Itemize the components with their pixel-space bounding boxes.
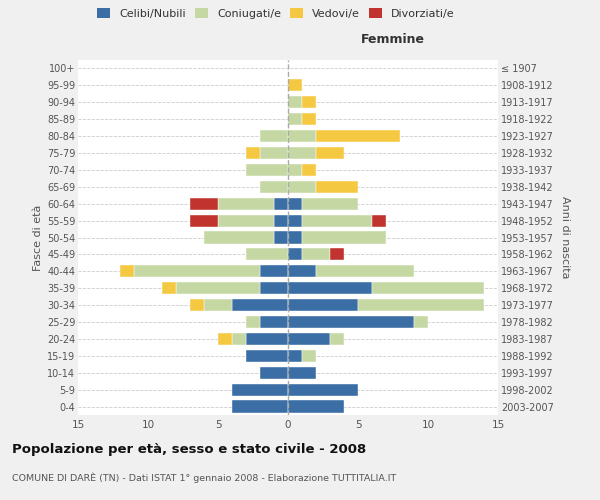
Bar [288,299,358,311]
Bar [302,350,316,362]
Bar [316,130,400,142]
Bar [288,350,302,362]
Bar [232,299,288,311]
Bar [288,248,302,260]
Bar [288,366,316,379]
Bar [358,299,484,311]
Bar [232,400,288,412]
Bar [316,265,414,278]
Bar [288,265,316,278]
Bar [260,265,288,278]
Bar [190,299,204,311]
Bar [232,384,288,396]
Bar [190,198,218,210]
Bar [246,316,260,328]
Y-axis label: Anni di nascita: Anni di nascita [560,196,570,279]
Bar [372,282,484,294]
Bar [204,299,232,311]
Text: Popolazione per età, sesso e stato civile - 2008: Popolazione per età, sesso e stato civil… [12,442,366,456]
Bar [274,198,288,210]
Bar [288,180,316,193]
Bar [274,232,288,243]
Bar [260,147,288,159]
Bar [302,96,316,108]
Bar [316,180,358,193]
Bar [288,113,302,126]
Bar [120,265,134,278]
Bar [288,198,302,210]
Text: COMUNE DI DARÈ (TN) - Dati ISTAT 1° gennaio 2008 - Elaborazione TUTTITALIA.IT: COMUNE DI DARÈ (TN) - Dati ISTAT 1° genn… [12,472,396,483]
Legend: Celibi/Nubili, Coniugati/e, Vedovi/e, Divorziati/e: Celibi/Nubili, Coniugati/e, Vedovi/e, Di… [97,8,455,19]
Bar [288,316,414,328]
Bar [288,333,330,345]
Bar [260,130,288,142]
Bar [288,214,302,226]
Bar [176,282,260,294]
Bar [204,232,274,243]
Bar [134,265,260,278]
Text: Femmine: Femmine [361,33,425,46]
Bar [316,147,344,159]
Bar [162,282,176,294]
Bar [330,333,344,345]
Bar [260,316,288,328]
Bar [330,248,344,260]
Bar [288,147,316,159]
Bar [260,366,288,379]
Bar [288,384,358,396]
Bar [246,350,288,362]
Bar [302,164,316,176]
Bar [302,113,316,126]
Bar [302,232,386,243]
Bar [372,214,386,226]
Bar [218,333,232,345]
Bar [302,198,358,210]
Bar [246,164,288,176]
Bar [302,214,372,226]
Y-axis label: Fasce di età: Fasce di età [32,204,43,270]
Bar [288,96,302,108]
Bar [260,180,288,193]
Bar [260,282,288,294]
Bar [288,400,344,412]
Bar [288,164,302,176]
Bar [190,214,218,226]
Bar [218,214,274,226]
Bar [274,214,288,226]
Bar [246,147,260,159]
Bar [246,248,288,260]
Bar [218,198,274,210]
Bar [288,80,302,92]
Bar [302,248,330,260]
Bar [232,333,246,345]
Bar [288,130,316,142]
Bar [288,232,302,243]
Bar [414,316,428,328]
Bar [246,333,288,345]
Bar [288,282,372,294]
